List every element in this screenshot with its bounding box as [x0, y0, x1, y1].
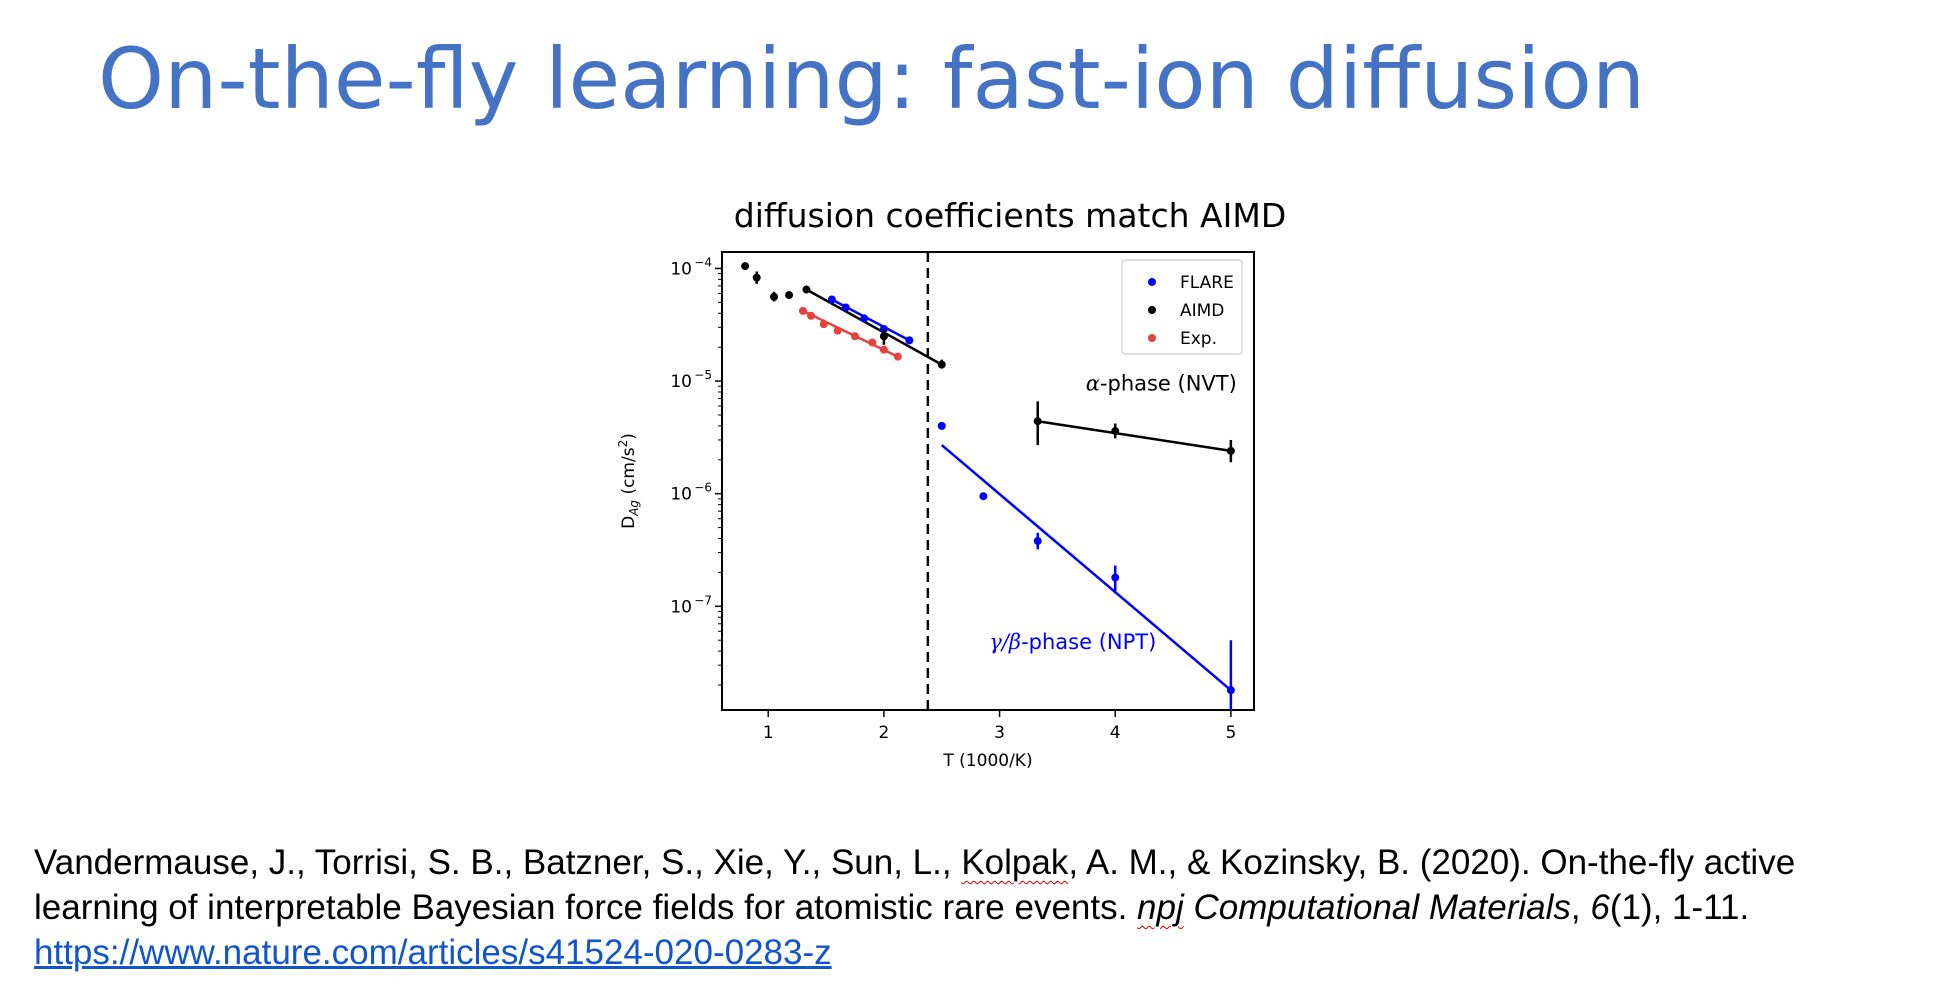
aimd-point	[741, 262, 750, 271]
gamma-beta-phase-annotation: γ/β-phase (NPT)	[989, 630, 1156, 654]
x-tick-label: 2	[878, 723, 889, 743]
x-tick-label: 3	[994, 723, 1005, 743]
flare-point	[905, 336, 914, 345]
alpha-symbol: α	[1086, 371, 1100, 395]
aimd-point	[937, 360, 946, 369]
y-tick-exponent: −7	[694, 593, 712, 607]
y-tick-label: 10	[670, 485, 692, 505]
aimd-point	[1226, 446, 1235, 455]
exp-point	[798, 306, 807, 315]
citation-issue-pages: (1), 1-11.	[1609, 888, 1750, 927]
aimd-point	[785, 291, 794, 300]
legend: FLARE AIMD Exp.	[1121, 259, 1243, 355]
exp-point	[868, 338, 877, 347]
exp-point	[879, 345, 888, 354]
legend-label-flare: FLARE	[1180, 273, 1234, 293]
x-axis-label: T (1000/K)	[942, 751, 1032, 771]
citation-journal: Computational Materials	[1183, 888, 1571, 927]
exp-point	[851, 332, 859, 341]
aimd-point	[1111, 427, 1120, 436]
aimd-point	[879, 332, 888, 341]
y-tick-label: 10	[670, 372, 692, 392]
exp-point	[833, 326, 842, 335]
legend-label-aimd: AIMD	[1180, 301, 1224, 321]
flare-point	[1111, 573, 1120, 582]
exp-point	[807, 311, 816, 320]
aimd-fit-line	[805, 288, 943, 366]
y-axis-label-unit-sup: 2	[616, 440, 630, 448]
flare-fit-line	[940, 444, 1232, 692]
citation-volume: 6	[1590, 888, 1610, 927]
citation-link[interactable]: https://www.nature.com/articles/s41524-0…	[34, 933, 832, 972]
chart-title: diffusion coefficients match AIMD	[733, 196, 1287, 235]
x-tick-label: 5	[1225, 723, 1236, 743]
y-axis-label-unit-close: )	[619, 433, 639, 440]
legend-marker-exp	[1148, 334, 1156, 342]
aimd-fit-line	[1037, 419, 1232, 453]
aimd-point	[752, 273, 761, 282]
flare-point	[860, 314, 869, 323]
data-points	[741, 262, 1235, 710]
flare-point	[979, 492, 988, 501]
citation-authors: Vandermause, J., Torrisi, S. B., Batzner…	[34, 843, 962, 882]
flare-point	[841, 303, 850, 312]
legend-marker-aimd	[1148, 306, 1156, 314]
aimd-point	[770, 292, 779, 301]
citation: Vandermause, J., Torrisi, S. B., Batzner…	[34, 843, 1796, 972]
y-axis-label-base: D	[619, 516, 639, 529]
x-tick-label: 1	[763, 723, 774, 743]
y-axis-ticks: 10−410−510−610−7	[670, 255, 722, 686]
exp-point	[893, 352, 902, 361]
aimd-point	[1033, 417, 1042, 426]
citation-author-flagged: Kolpak	[961, 843, 1069, 882]
flare-point	[827, 295, 836, 304]
flare-point	[937, 421, 946, 430]
gamma-beta-symbol: γ/β	[989, 630, 1021, 654]
legend-label-exp: Exp.	[1180, 329, 1217, 349]
aimd-point	[802, 285, 811, 294]
x-tick-label: 4	[1110, 723, 1121, 743]
citation-journal-prefix: npj	[1137, 888, 1184, 927]
gamma-beta-label: -phase (NPT)	[1021, 630, 1156, 654]
y-tick-label: 10	[670, 597, 692, 617]
exp-point	[819, 320, 828, 329]
y-tick-exponent: −4	[694, 255, 712, 269]
alpha-phase-annotation: α-phase (NVT)	[1086, 371, 1237, 395]
x-axis-ticks: 1 2 3 4 5	[763, 710, 1236, 743]
y-tick-label: 10	[670, 259, 692, 279]
legend-marker-flare	[1148, 278, 1156, 286]
flare-point	[1226, 686, 1235, 695]
y-tick-exponent: −5	[694, 368, 712, 382]
alpha-label: -phase (NVT)	[1100, 371, 1237, 395]
slide-title: On-the-fly learning: fast-ion diffusion	[98, 30, 1646, 128]
citation-authors-rest: , A. M., & Kozinsky, B. (2020). On-the-f…	[34, 843, 1796, 927]
y-axis-label: DAg (cm/s2)	[616, 433, 641, 529]
flare-point	[1033, 537, 1042, 546]
y-tick-exponent: −6	[694, 481, 712, 495]
y-axis-label-unit: (cm/s	[619, 447, 639, 500]
y-axis-label-sub: Ag	[627, 500, 641, 517]
plot-frame	[721, 251, 1255, 711]
